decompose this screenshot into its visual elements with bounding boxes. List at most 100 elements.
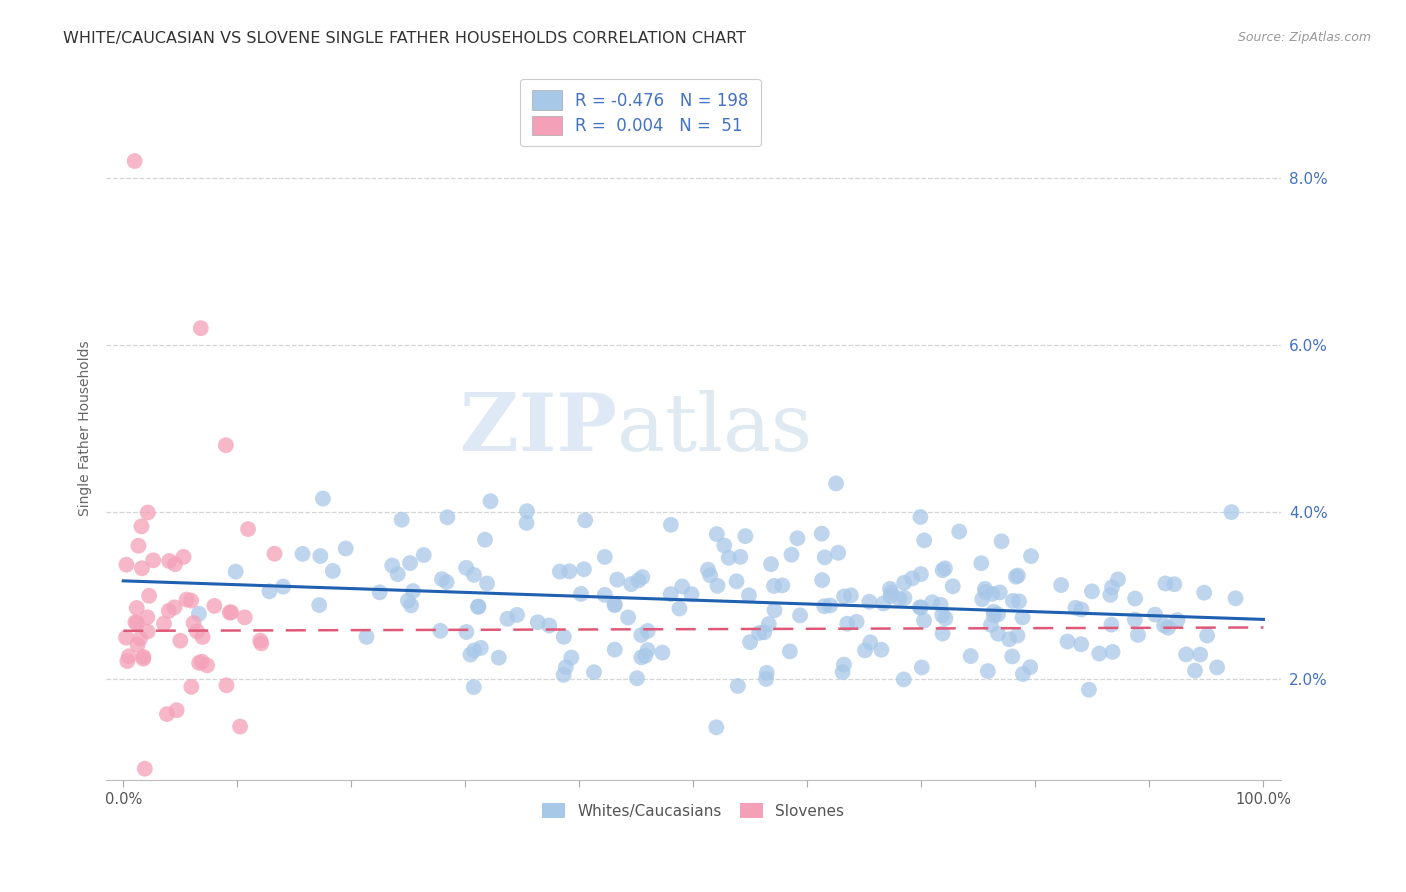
Point: [983, 608, 1005, 623]
Point: [125, 601, 148, 615]
Point: [1070, 637, 1092, 651]
Point: [169, 633, 191, 648]
Point: [387, 567, 409, 582]
Point: [1007, 568, 1029, 582]
Point: [970, 556, 993, 570]
Point: [582, 665, 605, 680]
Point: [474, 533, 496, 547]
Point: [558, 564, 581, 578]
Point: [191, 630, 214, 644]
Point: [138, 589, 160, 603]
Point: [136, 506, 159, 520]
Point: [872, 597, 894, 611]
Point: [912, 533, 935, 548]
Point: [176, 592, 198, 607]
Point: [987, 607, 1010, 622]
Point: [163, 557, 186, 571]
Point: [1101, 645, 1123, 659]
Point: [1011, 610, 1033, 624]
Point: [131, 561, 153, 575]
Point: [631, 570, 654, 584]
Point: [157, 604, 180, 618]
Point: [1192, 585, 1215, 599]
Point: [959, 649, 981, 664]
Point: [853, 643, 876, 657]
Point: [1099, 617, 1122, 632]
Point: [837, 616, 859, 631]
Point: [1056, 634, 1078, 648]
Point: [987, 626, 1010, 640]
Point: [606, 573, 628, 587]
Point: [911, 660, 934, 674]
Point: [980, 618, 1002, 632]
Point: [889, 591, 911, 606]
Point: [308, 598, 330, 612]
Point: [156, 707, 179, 722]
Text: Source: ZipAtlas.com: Source: ZipAtlas.com: [1237, 31, 1371, 45]
Point: [1144, 607, 1167, 622]
Point: [818, 599, 841, 613]
Point: [124, 154, 146, 169]
Point: [460, 648, 482, 662]
Point: [659, 587, 682, 601]
Point: [825, 476, 848, 491]
Point: [180, 593, 202, 607]
Point: [1008, 594, 1031, 608]
Point: [157, 554, 180, 568]
Point: [620, 577, 643, 591]
Point: [983, 605, 1005, 619]
Point: [779, 644, 801, 658]
Point: [972, 592, 994, 607]
Point: [136, 624, 159, 639]
Point: [1007, 629, 1029, 643]
Point: [475, 576, 498, 591]
Point: [593, 549, 616, 564]
Point: [488, 650, 510, 665]
Point: [463, 643, 485, 657]
Point: [496, 612, 519, 626]
Point: [412, 548, 434, 562]
Point: [1220, 505, 1243, 519]
Point: [399, 599, 422, 613]
Point: [553, 668, 575, 682]
Point: [910, 567, 932, 582]
Point: [368, 585, 391, 599]
Point: [136, 610, 159, 624]
Point: [626, 671, 648, 685]
Point: [990, 534, 1012, 549]
Point: [250, 636, 273, 650]
Point: [1107, 573, 1129, 587]
Point: [436, 575, 458, 590]
Point: [870, 642, 893, 657]
Point: [436, 510, 458, 524]
Point: [831, 665, 853, 680]
Point: [1099, 588, 1122, 602]
Point: [574, 513, 596, 527]
Point: [974, 585, 997, 599]
Point: [1077, 682, 1099, 697]
Point: [704, 720, 727, 734]
Point: [527, 615, 550, 630]
Point: [229, 720, 252, 734]
Point: [934, 561, 956, 575]
Point: [832, 657, 855, 672]
Point: [893, 673, 915, 687]
Point: [1123, 613, 1146, 627]
Point: [813, 599, 835, 614]
Point: [263, 547, 285, 561]
Point: [429, 624, 451, 638]
Point: [912, 614, 935, 628]
Point: [845, 615, 868, 629]
Point: [627, 574, 650, 588]
Point: [467, 599, 489, 614]
Point: [880, 585, 903, 599]
Point: [188, 656, 211, 670]
Point: [1081, 584, 1104, 599]
Point: [713, 539, 735, 553]
Point: [659, 517, 682, 532]
Point: [153, 616, 176, 631]
Point: [163, 600, 186, 615]
Point: [634, 648, 657, 663]
Point: [1206, 660, 1229, 674]
Point: [1005, 569, 1028, 583]
